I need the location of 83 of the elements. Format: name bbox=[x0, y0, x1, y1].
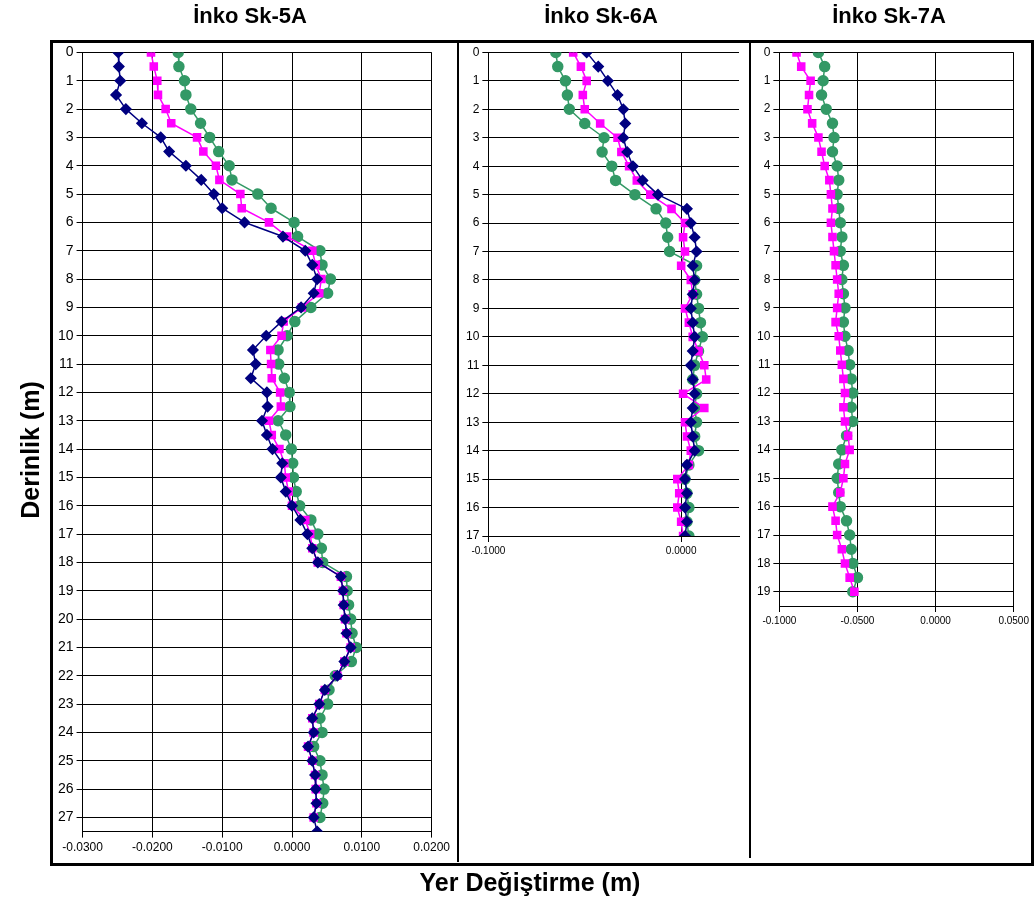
y-tick-label: 24 bbox=[57, 723, 74, 740]
y-tick-label: 19 bbox=[57, 581, 74, 598]
y-tick-label: 9 bbox=[65, 298, 74, 315]
y-tick-label: 16 bbox=[465, 499, 480, 514]
y-tick-label: 6 bbox=[472, 215, 480, 230]
y-tick-label: 6 bbox=[65, 213, 74, 230]
x-axis-title: Yer Değiştirme (m) bbox=[419, 868, 641, 897]
y-tick-label: 17 bbox=[57, 524, 74, 541]
y-tick-label: 0 bbox=[472, 44, 480, 59]
y-tick-label: 18 bbox=[57, 553, 74, 570]
y-tick-label: 2 bbox=[472, 101, 480, 116]
y-tick-label: 19 bbox=[756, 584, 771, 599]
y-tick-label: 0 bbox=[65, 43, 74, 60]
y-tick-label: 4 bbox=[763, 158, 771, 173]
y-tick-label: 3 bbox=[472, 130, 480, 145]
y-tick-label: 10 bbox=[756, 328, 771, 343]
x-tick-label: -0.0300 bbox=[62, 840, 104, 855]
y-tick-label: 7 bbox=[65, 241, 74, 258]
y-tick-label: 11 bbox=[466, 357, 480, 372]
y-tick-label: 13 bbox=[465, 414, 480, 429]
y-tick-label: 12 bbox=[57, 383, 74, 400]
y-tick-label: 17 bbox=[756, 527, 771, 542]
y-tick-label: 14 bbox=[57, 439, 74, 456]
x-tick-label: -0.1000 bbox=[471, 544, 506, 556]
y-tick-label: 18 bbox=[756, 555, 771, 570]
y-tick-label: 15 bbox=[57, 468, 74, 485]
chart-title: İnko Sk-6A bbox=[544, 3, 658, 29]
x-tick-label: -0.0200 bbox=[132, 840, 174, 855]
y-tick-label: 10 bbox=[57, 326, 74, 343]
y-tick-label: 2 bbox=[65, 99, 74, 116]
y-tick-label: 8 bbox=[472, 272, 480, 287]
y-tick-label: 1 bbox=[472, 73, 480, 88]
y-tick-label: 6 bbox=[763, 215, 771, 230]
y-tick-label: 9 bbox=[472, 300, 480, 315]
y-tick-label: 13 bbox=[756, 413, 771, 428]
y-tick-label: 3 bbox=[763, 129, 771, 144]
y-tick-label: 22 bbox=[57, 666, 74, 683]
y-tick-label: 4 bbox=[65, 156, 74, 173]
y-tick-label: 12 bbox=[756, 385, 771, 400]
y-tick-label: 7 bbox=[763, 243, 771, 258]
y-tick-label: 14 bbox=[465, 442, 480, 457]
y-tick-label: 14 bbox=[756, 442, 771, 457]
y-tick-label: 20 bbox=[57, 609, 74, 626]
x-tick-label: 0.0200 bbox=[413, 840, 451, 855]
x-tick-label: 0.0000 bbox=[665, 544, 697, 556]
y-tick-label: 1 bbox=[763, 73, 771, 88]
y-tick-label: 10 bbox=[465, 329, 480, 344]
y-tick-label: 5 bbox=[763, 186, 771, 201]
y-tick-label: 7 bbox=[472, 243, 480, 258]
chart-title: İnko Sk-5A bbox=[193, 3, 307, 29]
y-tick-label: 5 bbox=[472, 186, 480, 201]
y-tick-label: 4 bbox=[472, 158, 480, 173]
y-axis-title: Derinlik (m) bbox=[15, 381, 45, 519]
x-tick-label: -0.0500 bbox=[840, 614, 875, 626]
y-tick-label: 15 bbox=[756, 470, 771, 485]
y-tick-label: 15 bbox=[465, 471, 480, 486]
y-tick-label: 16 bbox=[756, 498, 771, 513]
y-tick-label: 9 bbox=[763, 300, 771, 315]
y-tick-label: 8 bbox=[763, 271, 771, 286]
y-tick-label: 17 bbox=[465, 528, 480, 543]
y-tick-label: 8 bbox=[65, 269, 74, 286]
chart-title: İnko Sk-7A bbox=[832, 3, 946, 29]
y-tick-label: 11 bbox=[757, 357, 771, 371]
y-tick-label: 3 bbox=[65, 128, 74, 145]
y-tick-label: 26 bbox=[57, 779, 74, 796]
y-tick-label: 25 bbox=[57, 751, 74, 768]
y-tick-label: 27 bbox=[57, 808, 74, 825]
y-tick-label: 0 bbox=[763, 44, 771, 59]
x-tick-label: 0.0500 bbox=[998, 614, 1030, 626]
x-tick-label: 0.0100 bbox=[343, 840, 381, 855]
x-tick-label: 0.0000 bbox=[273, 840, 311, 855]
x-tick-label: -0.0100 bbox=[201, 840, 243, 855]
y-tick-label: 21 bbox=[57, 638, 74, 655]
x-tick-label: 0.0000 bbox=[920, 614, 952, 626]
y-tick-label: 1 bbox=[65, 71, 74, 88]
y-tick-label: 23 bbox=[57, 694, 74, 711]
y-tick-label: 12 bbox=[465, 386, 480, 401]
y-tick-label: 11 bbox=[59, 354, 74, 371]
y-tick-label: 16 bbox=[57, 496, 74, 513]
y-tick-label: 13 bbox=[57, 411, 74, 428]
y-tick-label: 2 bbox=[763, 101, 771, 116]
x-tick-label: -0.1000 bbox=[762, 614, 797, 626]
y-tick-label: 5 bbox=[65, 184, 74, 201]
